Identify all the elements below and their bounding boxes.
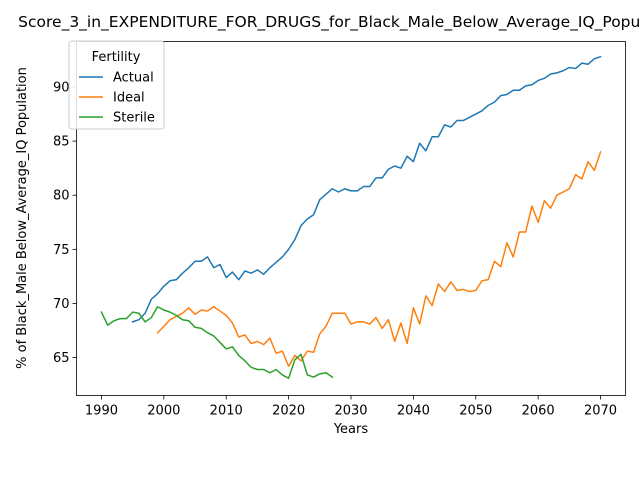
x-tick-label: 2060 bbox=[522, 404, 555, 419]
x-tick-label: 1990 bbox=[85, 404, 118, 419]
series-line-actual bbox=[131, 55, 602, 323]
legend-box bbox=[68, 40, 165, 130]
chart-title: Score_3_in_EXPENDITURE_FOR_DRUGS_for_Bla… bbox=[18, 13, 640, 32]
series-lines bbox=[100, 55, 602, 379]
x-tick-label: 2070 bbox=[584, 404, 617, 419]
x-tick-label: 2010 bbox=[210, 404, 243, 419]
x-axis: 1990 2000 2010 2020 2030 2040 2050 2060 2070 bbox=[85, 395, 617, 419]
x-axis-label: Years bbox=[333, 422, 369, 437]
series-line-sterile bbox=[100, 305, 334, 379]
x-tick-label: 2030 bbox=[334, 404, 367, 419]
y-tick-label: 85 bbox=[53, 135, 70, 150]
series-line-ideal bbox=[156, 150, 602, 368]
x-tick-label: 2000 bbox=[147, 404, 180, 419]
x-tick-label: 2020 bbox=[272, 404, 305, 419]
y-tick-label: 75 bbox=[53, 243, 70, 258]
y-tick-label: 65 bbox=[53, 351, 70, 366]
legend-label-actual: Actual bbox=[113, 71, 154, 86]
legend-label-sterile: Sterile bbox=[113, 111, 155, 126]
legend-items: Actual Ideal Sterile bbox=[79, 71, 155, 126]
x-tick-label: 2050 bbox=[459, 404, 492, 419]
y-tick-label: 70 bbox=[53, 297, 70, 312]
legend-label-ideal: Ideal bbox=[113, 91, 145, 106]
legend-title: Fertility bbox=[92, 50, 141, 65]
y-axis: 65 70 75 80 85 90 bbox=[53, 80, 77, 366]
y-axis-label: % of Black_Male Below_Average_IQ Populat… bbox=[15, 67, 30, 369]
legend: Fertility Actual Ideal Sterile bbox=[68, 40, 165, 130]
y-tick-label: 90 bbox=[53, 80, 70, 95]
x-tick-label: 2040 bbox=[397, 404, 430, 419]
y-tick-label: 80 bbox=[53, 189, 70, 204]
